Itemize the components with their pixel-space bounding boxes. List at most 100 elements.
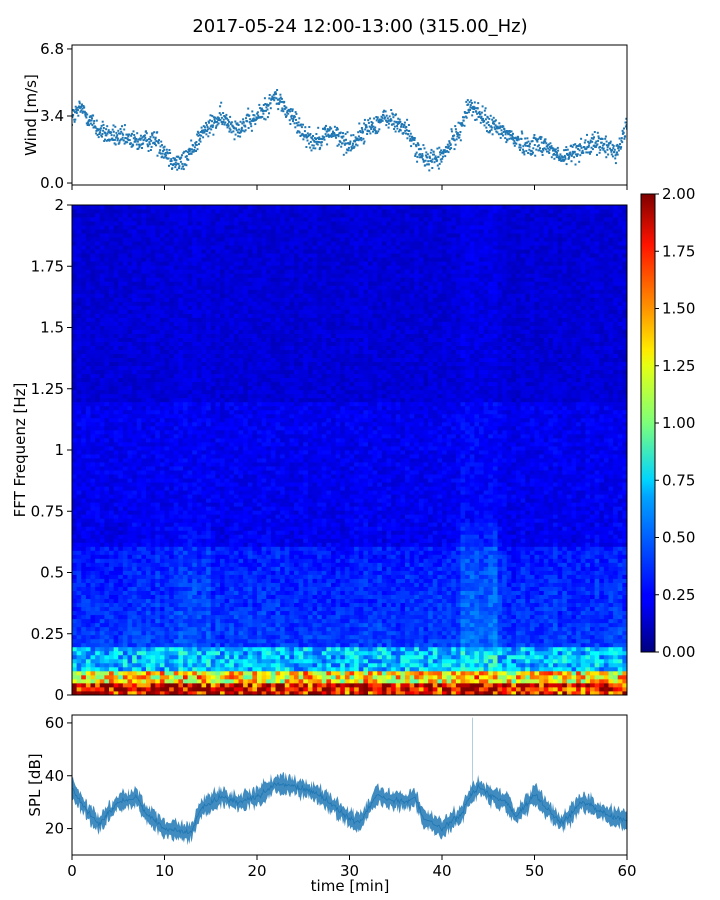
wind-data-point	[263, 97, 266, 100]
wind-data-point	[567, 157, 570, 159]
spectrogram-cell	[201, 466, 207, 471]
spectrogram-cell	[173, 317, 179, 322]
spectrogram-cell	[90, 297, 96, 302]
spectrogram-cell	[136, 506, 142, 511]
wind-data-point	[170, 160, 173, 162]
wind-data-point	[352, 142, 354, 145]
wind-data-point	[274, 91, 277, 94]
spectrogram-cell	[136, 534, 142, 539]
spectrogram-cell	[136, 614, 142, 620]
wind-data-point	[325, 124, 327, 127]
wind-data-point	[344, 142, 347, 145]
spectrogram-cell	[183, 217, 189, 222]
wind-data-point	[489, 130, 491, 132]
wind-data-point	[169, 163, 172, 166]
spectrogram-cell	[141, 690, 147, 695]
wind-data-point	[503, 128, 506, 131]
wind-data-point	[561, 158, 564, 161]
spectrogram-cell	[72, 285, 78, 290]
spectrogram-cell	[178, 389, 184, 395]
wind-data-point	[337, 135, 340, 138]
spectrogram-cell	[196, 365, 202, 371]
wind-data-point	[380, 115, 383, 118]
spectrogram-cell	[109, 245, 115, 250]
spectrogram-cell	[113, 225, 119, 230]
wind-data-point	[573, 150, 576, 153]
wind-data-point	[460, 123, 463, 126]
wind-data-point	[588, 142, 591, 145]
spectrogram-cell	[169, 317, 175, 322]
wind-data-point	[124, 137, 127, 139]
spectrogram-cell	[192, 454, 198, 459]
spectrogram-cell	[136, 498, 142, 503]
spectrogram-cell	[164, 361, 170, 367]
spectrogram-cell	[127, 458, 133, 463]
spectrogram-cell	[187, 241, 193, 246]
spectrogram-cell	[178, 678, 184, 684]
wind-data-point	[383, 117, 386, 120]
spectrogram-cell	[85, 325, 91, 330]
spectrogram-cell	[95, 678, 101, 684]
spectrogram-cell	[127, 329, 133, 334]
spectrogram-cell	[141, 265, 147, 270]
spectrogram-cell	[187, 554, 193, 559]
wind-data-point	[404, 129, 407, 132]
wind-data-point	[474, 107, 477, 110]
wind-data-point	[229, 115, 232, 118]
wind-data-point	[439, 158, 442, 161]
wind-data-point	[312, 144, 315, 147]
spectrogram-cell	[150, 582, 156, 587]
spectrogram-cell	[95, 441, 101, 447]
wind-data-point	[79, 110, 82, 113]
spectrogram-cell	[95, 273, 101, 278]
wind-data-point	[432, 150, 435, 153]
spectrogram-cell	[104, 237, 110, 242]
wind-data-point	[182, 165, 185, 168]
spectrogram-cell	[159, 626, 165, 632]
spectrogram-cell	[146, 686, 152, 692]
spectrogram-cell	[141, 490, 147, 495]
spectrogram-cell	[81, 558, 87, 563]
wind-data-point	[111, 128, 114, 131]
spectrogram-cell	[150, 405, 156, 411]
wind-data-point	[514, 142, 517, 145]
spectrogram-cell	[104, 614, 110, 620]
spectrogram-cell	[127, 654, 133, 660]
spectrogram-cell	[155, 594, 161, 600]
spectrogram-cell	[146, 606, 152, 612]
spectrogram-cell	[141, 313, 147, 318]
spectrogram-cell	[169, 666, 175, 672]
wind-data-point	[164, 152, 167, 154]
spectrogram-cell	[187, 462, 193, 467]
spectrogram-cell	[90, 518, 96, 523]
spectrogram-cell	[132, 277, 138, 282]
wind-data-point	[437, 167, 440, 170]
spectrogram-cell	[155, 602, 161, 608]
spectrogram-cell	[122, 253, 128, 258]
spectrogram-cell	[136, 289, 142, 294]
spectrogram-cell	[141, 221, 147, 226]
spectrogram-cell	[85, 666, 91, 672]
spectrogram-cell	[159, 257, 165, 262]
spectrogram-cell	[113, 646, 119, 652]
wind-data-point	[73, 118, 76, 121]
spectrogram-cell	[122, 333, 128, 338]
spectrogram-cell	[104, 273, 110, 278]
spectrogram-cell	[192, 309, 198, 314]
spectrogram-cell	[183, 450, 189, 455]
spectrogram-cell	[95, 333, 101, 338]
wind-data-point	[244, 125, 247, 128]
spectrogram-cell	[90, 361, 96, 367]
spectrogram-cell	[90, 502, 96, 507]
spectrogram-cell	[178, 538, 184, 543]
spectrogram-cell	[76, 458, 82, 463]
spectrogram-cell	[164, 582, 170, 587]
wind-data-point	[313, 137, 316, 140]
spectrogram-cell	[72, 245, 78, 250]
spectrogram-cell	[183, 506, 189, 511]
spectrogram-cell	[155, 634, 161, 640]
spectrogram-cell	[118, 526, 124, 531]
spectrogram-cell	[72, 482, 78, 487]
spectrogram-cell	[178, 618, 184, 624]
spectrogram-cell	[155, 237, 161, 242]
